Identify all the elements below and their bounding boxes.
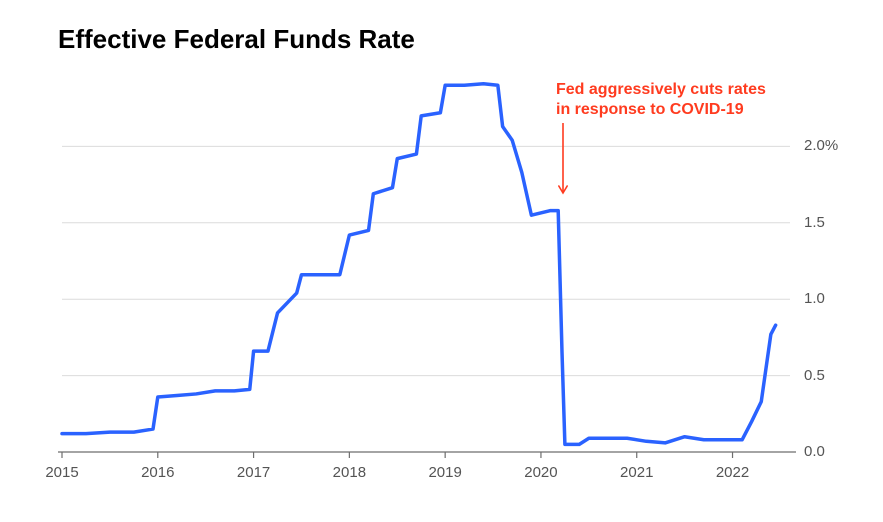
axis-tick-label: 1.0 [804, 290, 825, 307]
axis-tick-label: 0.5 [804, 367, 825, 384]
axis-tick-label: 2022 [716, 464, 749, 481]
axis-tick-label: 2017 [237, 464, 270, 481]
axis-tick-label: 2.0% [804, 137, 838, 154]
axis-tick-label: 2019 [428, 464, 461, 481]
axis-tick-label: 1.5 [804, 214, 825, 231]
chart-container: { "chart": { "type": "line", "title": "E… [0, 0, 883, 522]
axis-tick-label: 0.0 [804, 443, 825, 460]
chart-svg [0, 0, 883, 522]
axis-tick-label: 2020 [524, 464, 557, 481]
axis-tick-label: 2015 [45, 464, 78, 481]
axis-tick-label: 2016 [141, 464, 174, 481]
axis-tick-label: 2021 [620, 464, 653, 481]
axis-tick-label: 2018 [333, 464, 366, 481]
